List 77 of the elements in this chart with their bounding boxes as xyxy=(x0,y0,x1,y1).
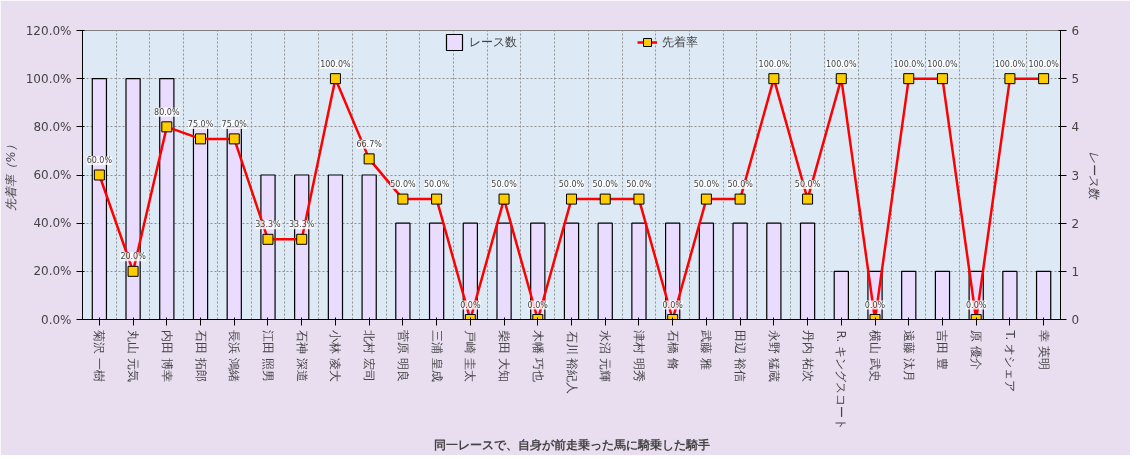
x-tick-label: 江田 照男 xyxy=(260,330,275,383)
data-label: 50.0% xyxy=(626,180,653,190)
x-tick-label: 武藤 雅 xyxy=(699,330,714,371)
y2-tick-label: 2 xyxy=(1071,216,1080,231)
data-label: 100.0% xyxy=(826,59,857,69)
y2-tick-label: 1 xyxy=(1071,264,1080,279)
data-label: 50.0% xyxy=(794,180,821,190)
data-label: 75.0% xyxy=(221,119,248,129)
x-tick-label: 長浜 鴻緒 xyxy=(227,330,242,383)
y2-tick-label: 4 xyxy=(1071,120,1080,135)
data-label: 0.0% xyxy=(662,300,684,310)
data-label: 50.0% xyxy=(390,180,416,190)
data-label: 100.0% xyxy=(320,59,352,69)
data-label: 50.0% xyxy=(592,180,619,190)
x-tick-label: 石橋 脩 xyxy=(665,330,680,371)
data-label: 50.0% xyxy=(693,180,720,190)
data-label: 50.0% xyxy=(727,180,754,190)
legend-label: 先着率 xyxy=(662,33,698,51)
x-tick-label: 水沼 元輝 xyxy=(598,330,613,383)
x-tick-label: 石神 深道 xyxy=(294,330,309,383)
y-tick-label: 40.0% xyxy=(33,216,72,231)
y-tick-label: 80.0% xyxy=(33,119,72,134)
y2-tick-label: 0 xyxy=(1071,313,1080,327)
data-label: 0.0% xyxy=(966,300,987,310)
x-tick-label: 丹内 祐次 xyxy=(800,330,815,383)
x-tick-label: 内田 博幸 xyxy=(159,330,174,383)
y2-axis-title: レース数 xyxy=(1087,151,1102,201)
x-tick-label: 原 優介 xyxy=(969,330,984,371)
x-tick-label: 横山 武史 xyxy=(868,330,883,383)
data-label: 0.0% xyxy=(460,300,481,310)
x-tick-label: 吉田 豊 xyxy=(935,330,950,371)
x-tick-label: 小林 凌大 xyxy=(328,330,343,383)
x-tick-label: 戸崎 圭太 xyxy=(463,330,478,383)
x-tick-label: 遠藤 汰月 xyxy=(901,330,916,383)
y-tick-label: 20.0% xyxy=(33,264,72,279)
data-label: 0.0% xyxy=(864,300,886,310)
x-tick-label: 柴田 大知 xyxy=(497,330,512,383)
data-label: 66.7% xyxy=(356,139,383,149)
data-label: 33.3% xyxy=(255,220,282,230)
data-label: 100.0% xyxy=(1028,59,1060,69)
y2-tick-label: 5 xyxy=(1071,72,1080,87)
y2-tick-label: 3 xyxy=(1071,168,1080,183)
data-label: 100.0% xyxy=(927,59,959,69)
x-axis-title: 同一レースで、自身が前走乗った馬に騎乗した騎手 xyxy=(433,438,710,453)
y-tick-label: 100.0% xyxy=(25,71,72,86)
data-label: 100.0% xyxy=(994,59,1026,69)
data-label: 50.0% xyxy=(558,180,585,190)
x-tick-label: 幸 英明 xyxy=(1036,330,1051,371)
y-tick-label: 60.0% xyxy=(33,168,72,182)
x-tick-label: 津村 明秀 xyxy=(631,330,646,383)
x-tick-label: 石田 拓郎 xyxy=(193,330,208,383)
data-label: 80.0% xyxy=(154,107,180,117)
data-label: 0.0% xyxy=(527,300,549,310)
x-tick-label: T. オシェア xyxy=(1002,329,1017,393)
x-tick-label: 菅原 明良 xyxy=(395,330,410,383)
y-axis-title: 先着率（%） xyxy=(3,139,18,211)
data-label: 100.0% xyxy=(758,59,790,69)
x-tick-label: 木幡 巧也 xyxy=(530,330,545,383)
x-tick-label: 石川 裕紀人 xyxy=(564,330,579,395)
y2-tick-label: 6 xyxy=(1071,24,1080,38)
x-tick-label: 北村 宏司 xyxy=(362,330,377,383)
data-label: 50.0% xyxy=(491,180,518,190)
x-tick-label: 永野 猛蔵 xyxy=(766,330,781,383)
x-tick-label: 田辺 裕信 xyxy=(733,330,748,383)
x-tick-label: 菊沢 一樹 xyxy=(92,330,107,383)
x-tick-label: 三浦 皇成 xyxy=(429,330,444,383)
x-tick-label: R. キングスコート xyxy=(834,330,849,431)
data-label: 50.0% xyxy=(423,180,450,190)
data-label: 33.3% xyxy=(289,220,315,230)
legend-label: レース数 xyxy=(469,33,517,51)
y-tick-label: 120.0% xyxy=(25,23,72,38)
data-label: 75.0% xyxy=(187,119,214,129)
data-label: 100.0% xyxy=(893,59,925,69)
data-label: 20.0% xyxy=(120,252,147,262)
data-label: 60.0% xyxy=(86,156,113,165)
y-tick-label: 0.0% xyxy=(41,312,72,327)
x-tick-label: 丸山 元気 xyxy=(126,330,141,383)
